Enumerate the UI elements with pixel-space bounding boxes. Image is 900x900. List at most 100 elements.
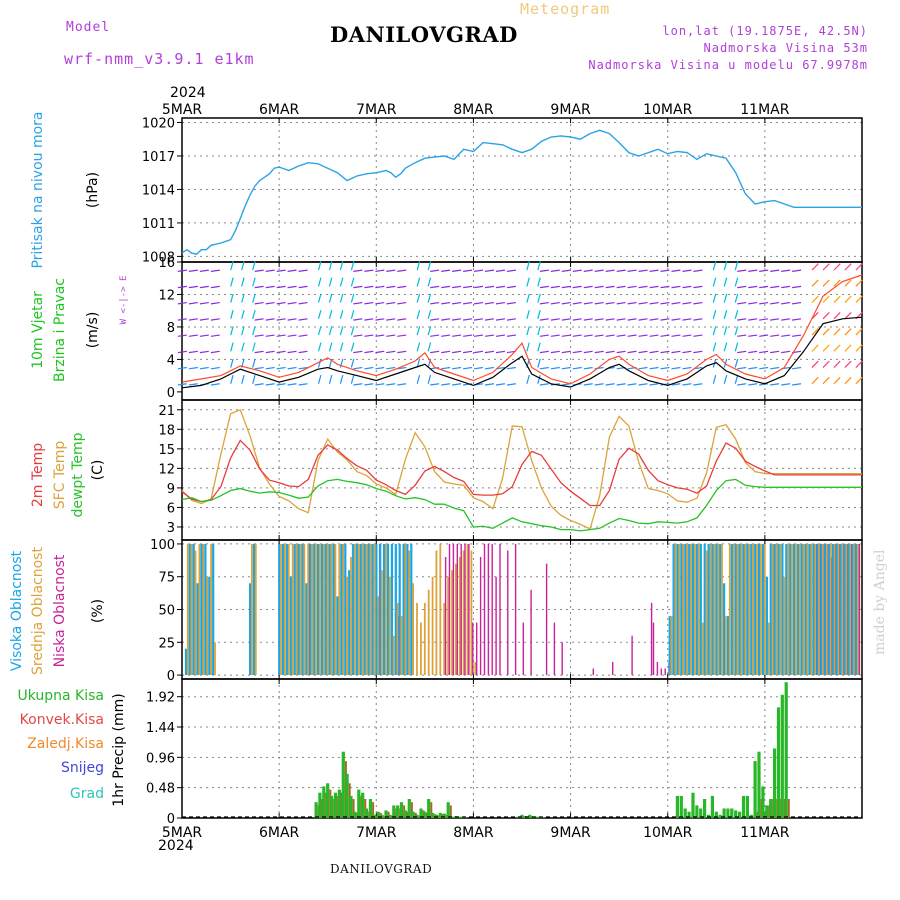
mid-cloud-bar — [748, 543, 751, 675]
wind-arrow — [723, 293, 728, 303]
wind-arrow — [561, 269, 571, 272]
ytick-label: 0 — [167, 669, 175, 684]
high-cloud-bar — [371, 543, 374, 675]
low-cloud-bar — [479, 557, 482, 675]
wind-arrow — [452, 366, 462, 370]
total-precip-bar — [415, 814, 419, 818]
high-cloud-bar — [769, 543, 772, 675]
wind-arrow — [693, 285, 703, 289]
high-cloud-bar — [765, 576, 768, 675]
high-cloud-bar — [398, 543, 401, 675]
wind-arrow — [339, 293, 344, 303]
mid-cloud-bar — [319, 543, 321, 675]
total-precip-bar — [384, 810, 388, 818]
precip-unit: 1hr Precip (mm) — [111, 693, 127, 806]
wind-arrow — [792, 285, 802, 289]
wind-arrow — [723, 277, 728, 287]
wind-arrow — [682, 366, 692, 370]
wind-arrow — [317, 374, 322, 384]
wind-arrow — [833, 263, 841, 271]
wind-arrow — [188, 285, 198, 289]
wind-arrow — [484, 269, 495, 272]
total-precip-bar — [427, 799, 431, 818]
mid-cloud-bar — [330, 543, 333, 675]
wind-arrow — [252, 342, 256, 352]
total-precip-bar — [318, 792, 322, 818]
total-precip-bar — [761, 786, 765, 818]
low-cloud-bar — [592, 668, 594, 676]
wind-arrow — [712, 261, 717, 271]
high-cloud-bar — [344, 543, 347, 675]
wind-arrow — [671, 318, 681, 321]
wind-arrow — [397, 269, 407, 272]
wind-arrow — [397, 285, 407, 289]
wind-arrow — [328, 326, 333, 336]
model-label: Model — [66, 20, 111, 35]
wind-arrow — [339, 326, 344, 336]
wind-arrow — [427, 326, 432, 336]
wind-arrow — [188, 383, 198, 386]
total-precip-bar — [365, 808, 369, 818]
total-precip-bar — [780, 694, 784, 818]
wind-arrow — [550, 285, 560, 289]
mid-cloud-bar — [210, 543, 212, 675]
mid-cloud-bar — [798, 543, 801, 675]
high-cloud-bar — [212, 543, 215, 675]
wind-arrow — [737, 383, 747, 386]
mid-cloud-bar — [435, 550, 438, 676]
mid-cloud-bar — [439, 543, 442, 675]
wind-arrow — [712, 277, 717, 287]
ytick-label: 18 — [158, 423, 175, 438]
total-precip-bar — [784, 682, 788, 818]
high-cloud-bar — [730, 543, 733, 675]
conv-precip-bar — [372, 802, 375, 818]
wind-arrow — [506, 318, 516, 321]
panel-precip: 0 0.48 0.96 1.44 1.92 — [146, 678, 863, 827]
total-precip-bar — [376, 811, 380, 818]
mid-cloud-bar — [357, 543, 360, 675]
wind-arrow — [177, 301, 187, 305]
total-precip-bar — [314, 802, 318, 818]
wind-arrow — [682, 269, 692, 272]
total-precip-bar — [776, 707, 781, 818]
wind-arrow — [199, 269, 209, 272]
wind-arrow — [230, 358, 234, 368]
wind-arrow — [177, 383, 187, 386]
wind-arrow — [748, 366, 758, 370]
wind-arrow — [682, 318, 692, 321]
wind-arrow — [627, 383, 637, 386]
wind-arrow — [572, 366, 582, 370]
wind-arrow — [770, 334, 780, 337]
wind-arrow — [561, 366, 571, 370]
ytick-label: 3 — [167, 521, 175, 536]
ytick-label: 0 — [167, 812, 175, 827]
high-cloud-bar — [785, 543, 788, 675]
high-cloud-bar — [793, 543, 796, 675]
high-cloud-bar — [355, 543, 358, 675]
wind-arrow — [594, 301, 604, 305]
wind-arrow — [723, 261, 728, 271]
dewpt-ylabel: dewpt Temp — [70, 432, 86, 517]
mid-cloud-bar — [682, 543, 685, 675]
low-cloud-bar — [522, 622, 524, 676]
ytick-label: 16 — [158, 256, 175, 271]
wind-arrow — [386, 285, 396, 289]
wind-arrow — [822, 311, 830, 320]
wind-arrow — [594, 350, 604, 354]
high-cloud-bar — [738, 543, 741, 675]
wind-arrow — [199, 301, 209, 305]
mid-cloud-bar — [342, 543, 345, 675]
mid-cloud-bar — [717, 543, 720, 675]
panel-frame-wind — [181, 261, 863, 401]
high-cloud-bar — [249, 583, 252, 676]
total-precip-bar — [330, 795, 334, 818]
sfc-temp-line — [181, 408, 862, 530]
wind-arrow — [199, 318, 209, 321]
wind-arrow — [537, 326, 541, 336]
wind-arrow — [748, 318, 758, 321]
high-cloud-bar — [317, 543, 320, 675]
mid-cloud-bar — [295, 543, 298, 675]
mid-cloud-bar — [841, 543, 844, 675]
wind-arrow — [254, 366, 264, 370]
